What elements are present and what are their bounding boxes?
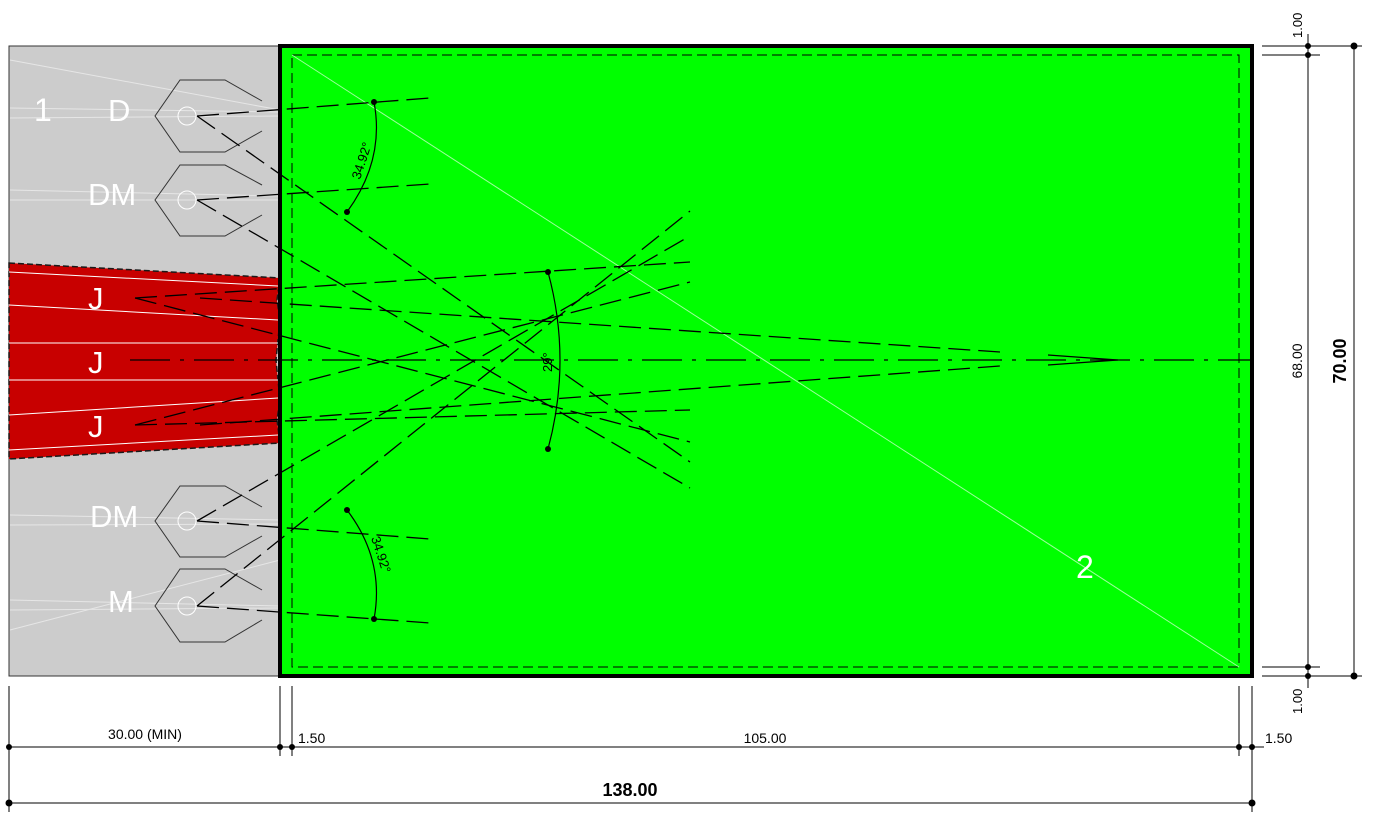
station-m-label: M [108, 584, 134, 619]
station-j-bot-label: J [88, 409, 104, 444]
dim-margin-left: 1.50 [298, 730, 325, 746]
field-diagonal [291, 54, 1240, 668]
dim-total-width: 70.00 [1330, 338, 1350, 383]
station-dm-bottom-symbol [154, 485, 263, 558]
dim-total-length: 138.00 [602, 780, 657, 800]
angle-arc-endpoints [344, 99, 551, 622]
station-symbols [154, 79, 263, 643]
station-dm-top-label: DM [88, 177, 136, 212]
station-d-symbol [154, 79, 263, 153]
dim-margin-right: 1.50 [1265, 730, 1292, 746]
field-inner-boundary [291, 54, 1240, 668]
vertical-dimensions [1262, 34, 1362, 688]
centerline-arrow [1047, 354, 1119, 366]
vertical-dimension-ticks [1305, 42, 1358, 680]
dim-margin-bottom: 1.00 [1290, 689, 1305, 714]
flight-paths [134, 97, 1001, 624]
dim-margin-top: 1.00 [1290, 13, 1305, 38]
station-d-label: D [108, 93, 130, 128]
station-j-top-label: J [88, 281, 104, 316]
horizontal-dimension-ticks [5, 744, 1256, 807]
dim-approach-min: 30.00 (MIN) [108, 726, 182, 742]
runway-wedge [8, 262, 281, 460]
station-m-symbol [154, 568, 263, 643]
zone-2-label: 2 [1076, 549, 1094, 585]
zone-1-label: 1 [34, 92, 52, 128]
angle-label-center: 29° [540, 352, 555, 372]
runway-stripes [8, 271, 279, 451]
station-j-mid-label: J [88, 345, 104, 380]
station-dm-bottom-label: DM [90, 499, 138, 534]
station-dm-top-symbol [154, 164, 263, 237]
angle-arcs [346, 101, 561, 620]
dim-field-width: 68.00 [1289, 343, 1305, 378]
dim-field-length: 105.00 [744, 730, 787, 746]
